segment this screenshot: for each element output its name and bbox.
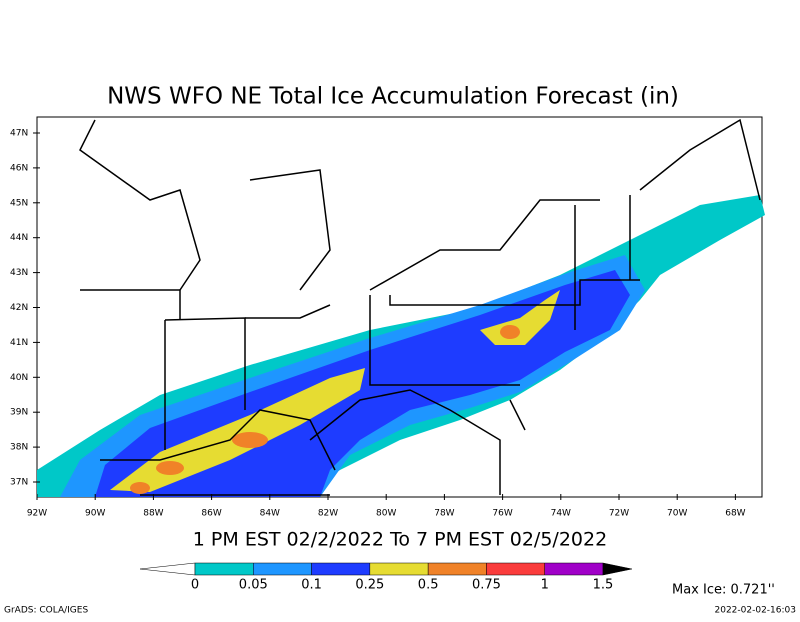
lon-label: 76W [492,509,512,519]
legend-swatch [194,562,254,576]
legend-swatch [602,562,633,576]
lon-label: 80W [376,509,396,519]
lon-label: 88W [143,509,163,519]
credit: GrADS: COLA/IGES [4,606,88,616]
max-ice: Max Ice: 0.721'' [672,583,775,598]
lon-label: 74W [551,509,571,519]
legend-swatch [139,562,196,576]
lat-label: 47N [10,129,28,139]
legend-label: 1.5 [593,578,614,593]
lat-label: 41N [10,338,28,348]
state-borders [79,118,761,496]
legend-label: 0.75 [472,578,501,593]
lon-label: 90W [85,509,105,519]
legend-swatch [253,562,312,576]
lon-label: 92W [27,509,47,519]
legend-label: 0.5 [418,578,439,593]
lon-label: 78W [434,509,454,519]
map-subtitle: 1 PM EST 02/2/2022 To 7 PM EST 02/5/2022 [193,529,607,551]
lat-label: 38N [10,443,28,453]
lon-label: 70W [667,509,687,519]
legend-swatch [311,562,371,576]
lat-label: 37N [10,478,28,488]
lat-label: 45N [10,198,28,208]
longitude-labels: 92W 90W 88W 86W 84W 82W 80W 78W 76W 74W 72W 70W 68W [27,494,746,519]
latitude-labels: 47N 46N 45N 44N 43N 42N 41N 40N 39N 38N 37N [10,129,40,488]
lat-label: 46N [10,163,28,173]
lon-label: 68W [725,509,745,519]
ice-band [232,432,268,448]
legend-label: 0.05 [239,578,268,593]
map-area [36,116,765,498]
lon-label: 82W [318,509,338,519]
ice-band [110,368,365,492]
legend-swatch [486,562,545,576]
map-title: NWS WFO NE Total Ice Accumulation Foreca… [107,84,679,110]
lat-label: 44N [10,233,28,243]
color-legend: 0 0.05 0.1 0.25 0.5 0.75 1 1.5 [139,562,633,593]
lat-label: 43N [10,268,28,278]
legend-swatch [427,562,487,576]
lat-label: 39N [10,408,28,418]
legend-label: 0.1 [301,578,322,593]
lon-label: 84W [260,509,280,519]
ice-band [156,461,184,475]
legend-label: 0.25 [355,578,384,593]
lat-label: 42N [10,303,28,313]
lon-label: 72W [609,509,629,519]
ice-band [500,325,520,339]
legend-label: 1 [541,578,549,593]
ice-band [130,482,150,494]
lat-label: 40N [10,373,28,383]
legend-swatch [369,562,429,576]
legend-label: 0 [191,578,199,593]
lon-label: 86W [201,509,221,519]
legend-swatch [544,562,604,576]
timestamp: 2022-02-02-16:03 [715,606,797,616]
ice-band [480,290,560,345]
